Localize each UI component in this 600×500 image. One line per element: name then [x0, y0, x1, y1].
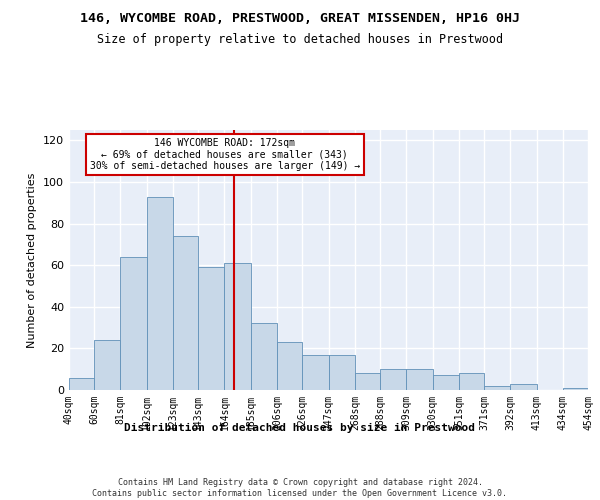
Bar — [484, 386, 510, 390]
Bar — [563, 388, 588, 390]
Bar — [69, 378, 94, 390]
Bar — [224, 263, 251, 390]
Bar — [251, 324, 277, 390]
Bar — [459, 374, 484, 390]
Y-axis label: Number of detached properties: Number of detached properties — [28, 172, 37, 348]
Bar — [94, 340, 121, 390]
Text: Distribution of detached houses by size in Prestwood: Distribution of detached houses by size … — [125, 422, 476, 432]
Bar — [173, 236, 198, 390]
Text: 146 WYCOMBE ROAD: 172sqm
← 69% of detached houses are smaller (343)
30% of semi-: 146 WYCOMBE ROAD: 172sqm ← 69% of detach… — [89, 138, 360, 171]
Bar — [277, 342, 302, 390]
Bar — [198, 268, 224, 390]
Bar — [406, 369, 433, 390]
Bar — [433, 376, 459, 390]
Bar — [355, 374, 380, 390]
Bar — [147, 196, 173, 390]
Bar — [510, 384, 536, 390]
Bar — [302, 354, 329, 390]
Text: Contains HM Land Registry data © Crown copyright and database right 2024.
Contai: Contains HM Land Registry data © Crown c… — [92, 478, 508, 498]
Text: Size of property relative to detached houses in Prestwood: Size of property relative to detached ho… — [97, 32, 503, 46]
Text: 146, WYCOMBE ROAD, PRESTWOOD, GREAT MISSENDEN, HP16 0HJ: 146, WYCOMBE ROAD, PRESTWOOD, GREAT MISS… — [80, 12, 520, 26]
Bar — [380, 369, 406, 390]
Bar — [121, 257, 147, 390]
Bar — [329, 354, 355, 390]
